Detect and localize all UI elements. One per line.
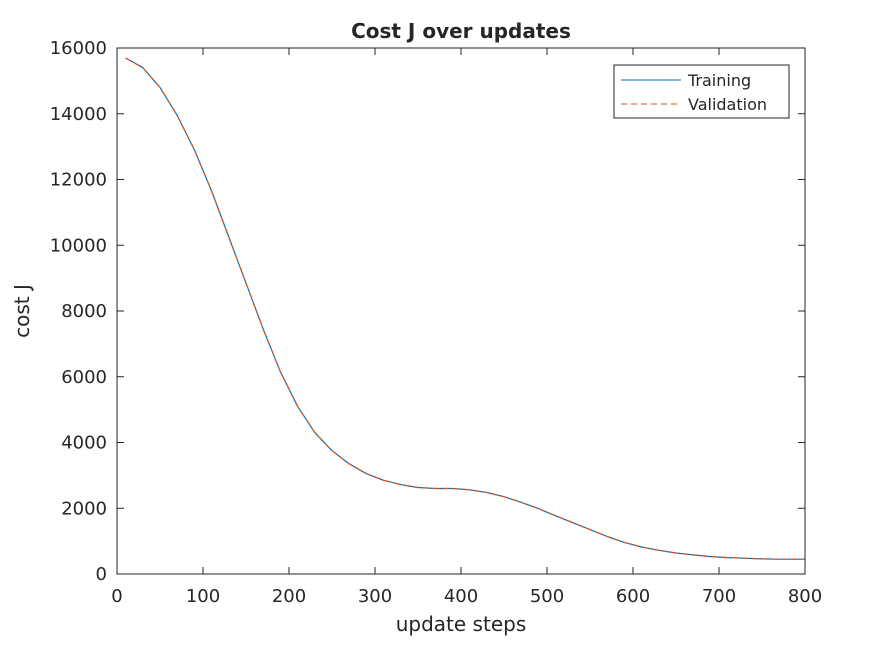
series-line-validation <box>125 57 805 560</box>
y-tick-label: 6000 <box>61 367 107 388</box>
chart-title: Cost J over updates <box>351 19 571 43</box>
legend-label-training: Training <box>687 71 751 90</box>
x-tick-label: 700 <box>702 586 736 607</box>
y-tick-label: 10000 <box>50 235 107 256</box>
x-tick-label: 600 <box>616 586 650 607</box>
legend: Training Validation <box>613 64 790 119</box>
y-tick-label: 0 <box>96 564 107 585</box>
plot-area <box>117 48 805 574</box>
legend-box <box>613 64 790 119</box>
x-tick-label: 800 <box>788 586 822 607</box>
x-tick-labels: 0 100 200 300 400 500 600 700 800 <box>111 586 822 607</box>
x-tick-label: 0 <box>111 586 122 607</box>
y-tick-label: 14000 <box>50 104 107 125</box>
x-axis-label: update steps <box>396 612 527 636</box>
legend-label-validation: Validation <box>688 95 767 114</box>
series-layer <box>125 57 805 560</box>
x-tick-label: 400 <box>444 586 478 607</box>
y-tick-label: 8000 <box>61 301 107 322</box>
y-tick-labels: 0 2000 4000 6000 8000 10000 12000 14000 16000 <box>50 38 107 585</box>
x-tick-label: 100 <box>186 586 220 607</box>
y-axis-label: cost J <box>10 284 34 338</box>
axes-box <box>116 47 806 575</box>
x-tick-label: 300 <box>358 586 392 607</box>
y-tick-label: 2000 <box>61 498 107 519</box>
y-tick-label: 12000 <box>50 170 107 191</box>
x-tick-label: 500 <box>530 586 564 607</box>
x-tick-label: 200 <box>272 586 306 607</box>
y-tick-label: 4000 <box>61 433 107 454</box>
y-tick-label: 16000 <box>50 38 107 59</box>
